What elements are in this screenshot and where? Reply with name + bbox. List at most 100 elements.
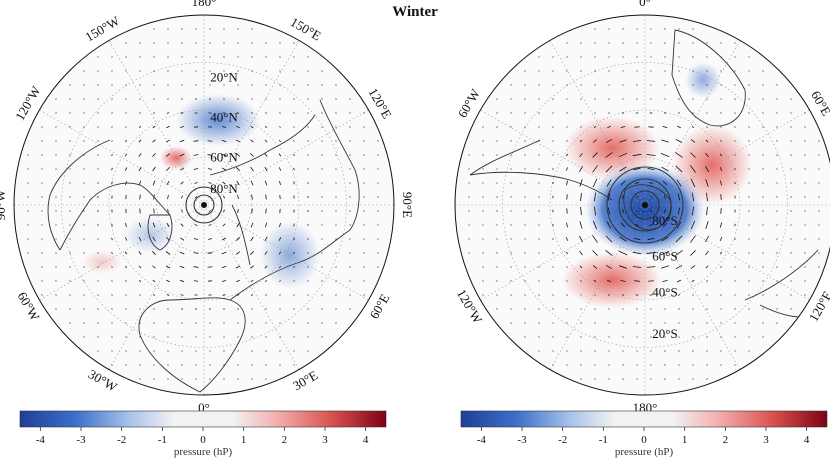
wind-vector	[579, 265, 583, 269]
wind-vector	[111, 364, 113, 366]
wind-vector	[538, 322, 540, 324]
wind-vector	[179, 139, 185, 143]
colorbar-tick-label: -2	[558, 434, 567, 446]
wind-vector	[124, 167, 128, 171]
wind-vector	[734, 56, 736, 58]
wind-vector	[250, 166, 254, 172]
wind-vector	[482, 294, 484, 296]
wind-vector	[165, 153, 171, 157]
wind-vector	[720, 112, 722, 114]
wind-vector	[566, 364, 568, 366]
wind-vector	[662, 180, 668, 186]
wind-vector	[593, 126, 597, 128]
wind-vector	[748, 56, 750, 58]
north-polar-map: 180°150°E120°E90°E60°E30°E0°30°W60°W90°W…	[0, 0, 415, 415]
wind-vector	[482, 126, 484, 128]
wind-vector	[538, 56, 540, 58]
wind-vector	[594, 294, 596, 296]
wind-vector	[166, 294, 170, 296]
wind-vector	[97, 112, 99, 114]
wind-vector	[607, 125, 611, 129]
wind-vector	[125, 280, 127, 282]
wind-vector	[279, 364, 281, 366]
wind-vector	[524, 98, 526, 100]
wind-vector	[152, 222, 156, 228]
wind-vector	[307, 350, 309, 352]
wind-vector	[279, 180, 281, 186]
wind-vector	[83, 126, 85, 128]
south-anomaly-positive-1	[564, 116, 660, 180]
wind-vector	[55, 126, 57, 128]
wind-vector	[293, 350, 295, 352]
wind-vector	[776, 280, 778, 282]
wind-vector	[251, 308, 253, 310]
wind-vector	[690, 250, 696, 256]
wind-vector	[621, 294, 625, 296]
wind-vector	[734, 350, 736, 352]
wind-vector	[166, 279, 170, 283]
wind-vector	[552, 98, 554, 100]
wind-vector	[321, 140, 323, 142]
wind-vector	[293, 364, 295, 366]
wind-vector	[83, 266, 85, 268]
wind-vector	[97, 70, 99, 72]
north-coast-europe-asia	[229, 99, 360, 301]
wind-vector	[278, 265, 282, 269]
wind-vector	[250, 153, 254, 157]
wind-vector	[552, 238, 554, 240]
wind-vector	[776, 98, 778, 100]
wind-vector	[349, 280, 351, 282]
wind-vector	[634, 181, 640, 185]
wind-vector	[69, 308, 71, 310]
wind-vector	[166, 125, 170, 129]
wind-vector	[251, 208, 253, 214]
wind-vector	[579, 250, 583, 256]
wind-vector	[250, 265, 254, 269]
wind-vector	[691, 279, 695, 283]
wind-vector	[152, 180, 156, 186]
s-grid-ring-1	[549, 109, 741, 301]
wind-vector	[125, 70, 127, 72]
wind-vector	[692, 206, 694, 216]
wind-vector	[83, 308, 85, 310]
wind-vector	[55, 308, 57, 310]
wind-vector	[264, 236, 268, 242]
wind-vector	[307, 266, 309, 268]
wind-vector	[580, 294, 582, 296]
wind-vector	[790, 294, 792, 296]
wind-vector	[279, 42, 281, 44]
wind-vector	[579, 221, 583, 229]
wind-vector	[97, 336, 99, 338]
wind-vector	[349, 308, 351, 310]
wind-vector	[748, 154, 750, 156]
wind-vector	[636, 210, 638, 212]
wind-vector	[592, 265, 598, 269]
wind-vector	[592, 235, 598, 243]
wind-vector	[179, 251, 185, 255]
wind-vector	[193, 168, 199, 170]
wind-vector	[565, 237, 569, 241]
wind-vector	[618, 250, 628, 256]
wind-vector	[194, 182, 198, 184]
wind-vector	[265, 112, 267, 114]
wind-vector	[111, 56, 113, 58]
colorbar-tick-label: 2	[723, 434, 729, 446]
wind-vector	[646, 266, 656, 268]
wind-vector	[552, 84, 554, 86]
wind-vector	[661, 166, 669, 172]
wind-vector	[97, 98, 99, 100]
wind-vector	[565, 167, 569, 171]
wind-vector	[720, 280, 722, 282]
wind-vector	[524, 294, 526, 296]
colorbar-tick-label: 3	[763, 434, 769, 446]
wind-vector	[524, 112, 526, 114]
wind-vector	[55, 280, 57, 282]
wind-vector	[606, 179, 612, 187]
wind-vector	[335, 294, 337, 296]
wind-vector	[647, 238, 655, 240]
wind-vector	[250, 279, 254, 283]
wind-vector	[552, 280, 554, 282]
wind-vector	[264, 153, 268, 157]
wind-vector	[734, 252, 736, 254]
